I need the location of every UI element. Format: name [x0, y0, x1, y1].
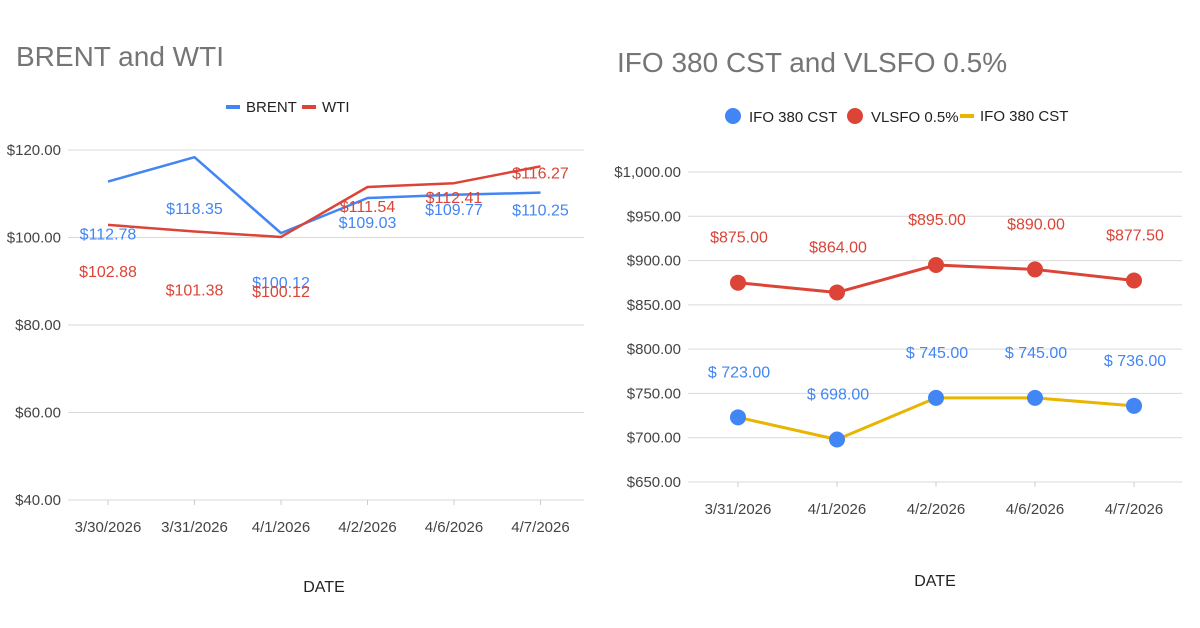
data-label: $875.00	[710, 230, 768, 247]
data-label: $116.27	[512, 165, 569, 182]
y-tick-label: $950.00	[627, 208, 681, 225]
data-point	[1027, 389, 1043, 406]
data-label: $ 745.00	[1005, 345, 1067, 362]
series-lines	[107, 155, 541, 239]
ifo-vlsfo-chart: IFO 380 CST and VLSFO 0.5% IFO 380 CST VL…	[614, 47, 1182, 590]
y-tick-label: $100.00	[7, 230, 61, 247]
data-label: $ 736.00	[1104, 353, 1166, 370]
x-tick-label: 4/1/2026	[252, 519, 310, 536]
legend-label: IFO 380 CST	[980, 108, 1068, 125]
data-label: $101.38	[166, 282, 224, 299]
legend-marker	[847, 108, 863, 124]
x-tick-label: 4/6/2026	[425, 519, 483, 536]
data-point	[928, 257, 944, 273]
chart-title: IFO 380 CST and VLSFO 0.5%	[617, 47, 1007, 78]
x-tick-label: 4/1/2026	[808, 501, 866, 518]
data-label: $ 745.00	[906, 345, 968, 362]
series-line	[107, 165, 541, 239]
x-axis-title: DATE	[914, 573, 955, 590]
data-label: $ 723.00	[708, 364, 770, 381]
data-label: $109.03	[339, 215, 397, 232]
x-axis: 3/30/2026 3/31/2026 4/1/2026 4/2/2026 4/6/20…	[75, 500, 570, 536]
y-tick-label: $1,000.00	[614, 164, 681, 181]
data-point	[829, 431, 845, 448]
y-tick-label: $650.00	[627, 474, 681, 491]
y-tick-label: $900.00	[627, 253, 681, 270]
legend-marker	[960, 114, 974, 118]
y-tick-label: $850.00	[627, 297, 681, 314]
y-tick-label: $120.00	[7, 142, 61, 159]
data-label: $ 698.00	[807, 386, 869, 403]
y-axis: $40.00 $60.00 $80.00 $100.00 $120.00	[7, 142, 61, 509]
legend: IFO 380 CST VLSFO 0.5% IFO 380 CST	[725, 108, 1068, 126]
data-point	[730, 274, 746, 291]
series-points	[730, 257, 1142, 448]
legend-marker	[226, 105, 240, 109]
data-label: $112.41	[426, 190, 483, 207]
y-tick-label: $40.00	[15, 492, 61, 509]
legend: BRENT WTI	[226, 99, 350, 116]
data-label: $110.25	[512, 203, 569, 220]
x-tick-label: 4/7/2026	[511, 519, 569, 536]
x-tick-label: 4/2/2026	[907, 501, 965, 518]
data-label: $100.12	[252, 284, 310, 301]
legend-label: IFO 380 CST	[749, 109, 837, 126]
data-point	[1126, 272, 1142, 289]
data-label: $890.00	[1007, 216, 1065, 233]
x-tick-label: 4/2/2026	[338, 519, 396, 536]
x-tick-label: 3/30/2026	[75, 519, 142, 536]
data-label: $864.00	[809, 239, 867, 256]
data-label: $109.77	[425, 202, 483, 219]
y-tick-label: $750.00	[627, 385, 681, 402]
data-point	[1027, 261, 1043, 278]
x-tick-label: 4/7/2026	[1105, 501, 1163, 518]
data-label: $895.00	[908, 212, 966, 229]
data-labels: $ 723.00 $ 698.00 $ 745.00 $ 745.00 $ 736.00…	[708, 212, 1166, 403]
data-point	[928, 389, 944, 406]
data-label: $112.78	[80, 227, 137, 244]
legend-label: VLSFO 0.5%	[871, 109, 959, 126]
legend-marker	[725, 108, 741, 124]
x-tick-label: 4/6/2026	[1006, 501, 1064, 518]
y-tick-label: $80.00	[15, 317, 61, 334]
data-labels: $112.78 $118.35 $100.12 $109.03 $109.77 $110.…	[79, 165, 569, 301]
data-label: $102.88	[79, 264, 137, 281]
brent-wti-chart: BRENT and WTI BRENT WTI $40.00 $60.00 $80.0…	[7, 41, 584, 596]
legend-label: WTI	[322, 99, 350, 116]
data-label: $118.35	[166, 201, 223, 218]
x-axis-title: DATE	[303, 579, 344, 596]
legend-marker	[302, 105, 316, 109]
x-tick-label: 3/31/2026	[705, 501, 772, 518]
y-tick-label: $60.00	[15, 405, 61, 422]
x-axis: 3/31/2026 4/1/2026 4/2/2026 4/6/2026 4/7/202…	[705, 482, 1163, 518]
y-axis: $650.00 $700.00 $750.00 $800.00 $850.00 $900.…	[614, 164, 681, 491]
data-label: $111.54	[340, 199, 396, 216]
series-line	[107, 155, 541, 235]
y-tick-label: $700.00	[627, 430, 681, 447]
chart-title: BRENT and WTI	[16, 41, 224, 72]
data-point	[730, 409, 746, 426]
legend-label: BRENT	[246, 99, 297, 116]
x-tick-label: 3/31/2026	[161, 519, 228, 536]
data-label: $877.50	[1106, 228, 1164, 245]
data-point	[1126, 397, 1142, 414]
grid	[68, 149, 584, 501]
data-point	[829, 284, 845, 301]
data-label: $100.12	[252, 275, 310, 292]
y-tick-label: $800.00	[627, 341, 681, 358]
